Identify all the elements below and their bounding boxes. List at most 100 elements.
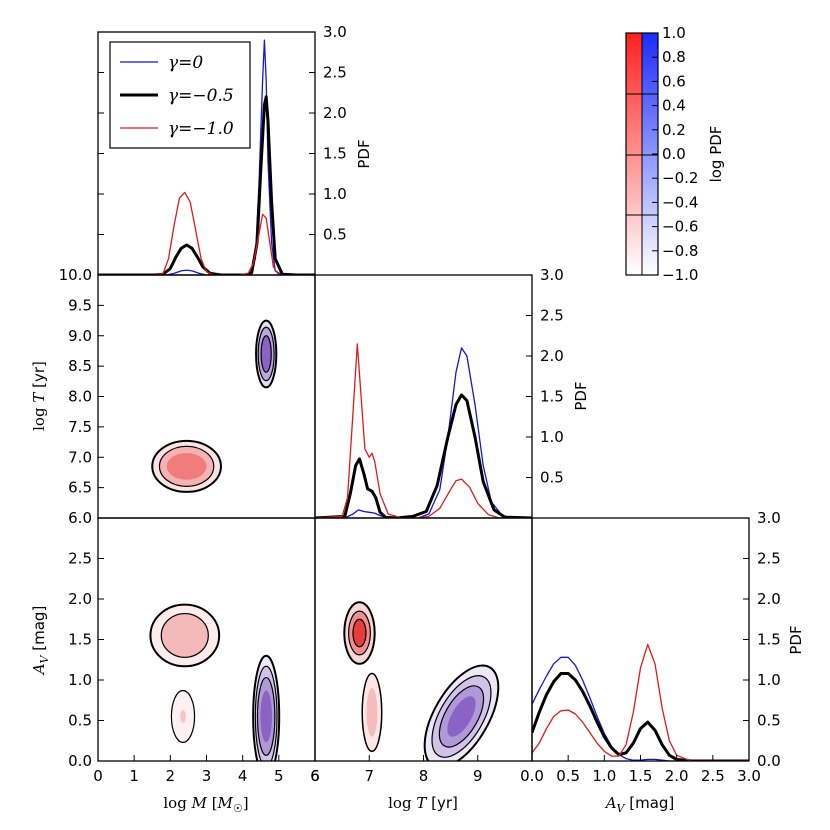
y-tick-label: 0.5 (757, 712, 781, 730)
y-tick-label: 0.5 (68, 712, 92, 730)
contours (343, 601, 500, 761)
y-tick-label: 1.5 (68, 631, 92, 649)
y-tick-label: 6.5 (68, 479, 92, 497)
contour-purple (260, 335, 272, 373)
y-tick-label: 1.0 (540, 428, 564, 446)
y-tick-label: 6.0 (68, 509, 92, 527)
y-tick-label: 2.5 (68, 550, 92, 568)
x-tick-label: 6 (310, 767, 320, 785)
x-tick-label: 3.0 (737, 767, 761, 785)
x-tick-label: 3 (202, 767, 212, 785)
legend-label-gamma-0: γ=0 (168, 53, 203, 73)
x-tick-label: 1.5 (629, 767, 653, 785)
xlabel-AV: AV [mag] (604, 794, 675, 815)
y-tick-label: 8.0 (68, 388, 92, 406)
legend-label-gamma-m1: γ=−1.0 (168, 119, 234, 139)
y-tick-label: 2.0 (68, 590, 92, 608)
x-tick-label: 0.5 (556, 767, 580, 785)
y-tick-label: 1.5 (540, 388, 564, 406)
series-line-gamma_m1 (98, 191, 315, 275)
y-tick-label: 1.5 (323, 145, 347, 163)
x-tick-label: 6 (310, 767, 320, 785)
ylabel-pdf-logM: PDF (355, 139, 373, 168)
y-tick-label: 9.5 (68, 296, 92, 314)
colorbar-red-strip (626, 33, 642, 275)
y-tick-label: 2.0 (323, 104, 347, 122)
colorbar-tick-label: −0.6 (662, 218, 698, 236)
y-tick-label: 7.0 (68, 448, 92, 466)
y-tick-label: 0.5 (540, 469, 564, 487)
x-tick-label: 1 (129, 767, 139, 785)
ylabel-pdf-AV: PDF (787, 625, 805, 654)
x-tick-label: 2.5 (701, 767, 725, 785)
xlabel-logM: log M [M☉] (163, 794, 248, 815)
panel-AV-pdf: 3.0 2.5 2.0 1.5 1.0 0.5 0.0 0.0 0.5 1.0 1.5 2.0 2.5 3… (520, 509, 781, 785)
y-tick-label: 2.0 (540, 347, 564, 365)
y-tick-label: 3.0 (323, 23, 347, 41)
panel-frame (314, 274, 533, 519)
panel-logM-vs-logT: 10.0 9.5 9.0 8.5 8.0 7.5 7.0 6.5 6.0 (59, 266, 316, 527)
contour-red (352, 618, 367, 648)
y-tick-label: 2.0 (757, 590, 781, 608)
series-line-gamma_m05 (315, 393, 532, 518)
contours (149, 603, 281, 761)
colorbar-tick-label: 0.2 (662, 121, 686, 139)
panel-frame (531, 517, 750, 762)
curves (315, 343, 532, 518)
contour-red (166, 452, 207, 480)
panel-logT-vs-AV: 6 7 8 9 (310, 517, 533, 785)
ylabel-pdf-logT: PDF (572, 381, 590, 410)
colorbar-tick-label: −0.4 (662, 193, 698, 211)
y-tick-label: 0.0 (757, 752, 781, 770)
legend-label-gamma-m05: γ=−0.5 (168, 86, 234, 106)
y-tick-label: 2.5 (757, 550, 781, 568)
x-tick-label: 1.0 (592, 767, 616, 785)
panel-logM-vs-AV: 2.5 2.0 1.5 1.0 0.5 0.00 1 2 3 4 5 6 (68, 517, 320, 785)
y-tick-label: 1.0 (323, 185, 347, 203)
panel-frame (314, 517, 533, 762)
colorbar: 1.0 0.8 0.6 0.4 0.2 0.0 −0.2 −0.4 −0.6 −0.8 −1.0 l… (625, 24, 725, 284)
y-tick-label: 9.0 (68, 327, 92, 345)
series-line-gamma_m05 (532, 672, 749, 761)
contour-red (366, 688, 378, 737)
legend: γ=0 γ=−0.5 γ=−1.0 (109, 41, 251, 149)
y-tick-label: 1.5 (757, 631, 781, 649)
contour-purple (447, 696, 476, 737)
y-tick-label: 1.0 (68, 671, 92, 689)
colorbar-tick-label: 0.0 (662, 145, 686, 163)
series-line-gamma_0 (315, 347, 532, 518)
y-tick-label: 1.0 (757, 671, 781, 689)
x-tick-label: 5 (274, 767, 284, 785)
x-tick-label: 8 (419, 767, 429, 785)
y-tick-label: 10.0 (59, 266, 92, 284)
y-tick-label: 0.5 (323, 226, 347, 244)
contour-purple (260, 690, 272, 743)
y-tick-label: 3.0 (540, 266, 564, 284)
x-tick-label: 0 (93, 767, 103, 785)
panel-logT-pdf: 3.0 2.5 2.0 1.5 1.0 0.5 (314, 266, 564, 519)
colorbar-tick-label: 0.6 (662, 72, 686, 90)
x-tick-label: 0.0 (520, 767, 544, 785)
colorbar-tick-label: 1.0 (662, 24, 686, 42)
contour-red (160, 612, 209, 658)
series-line-gamma_m1 (315, 343, 532, 518)
y-tick-label: 0.0 (68, 752, 92, 770)
x-tick-label: 2.0 (665, 767, 689, 785)
y-tick-label: 2.5 (540, 307, 564, 325)
x-tick-label: 9 (473, 767, 483, 785)
y-tick-label: 2.5 (323, 64, 347, 82)
ylabel-logT: log T [yr] (30, 361, 48, 431)
xlabel-logT: log T [yr] (388, 794, 458, 812)
contours (151, 319, 278, 493)
y-tick-label: 8.5 (68, 357, 92, 375)
y-tick-label: 3.0 (757, 509, 781, 527)
x-tick-label: 4 (238, 767, 248, 785)
contour-red (180, 709, 186, 723)
series-line-gamma_m05 (98, 95, 315, 275)
colorbar-tick-label: −0.8 (662, 242, 698, 260)
x-tick-label: 7 (364, 767, 374, 785)
y-tick-label: 7.5 (68, 418, 92, 436)
colorbar-tick-label: −0.2 (662, 169, 698, 187)
x-tick-label: 2 (166, 767, 176, 785)
